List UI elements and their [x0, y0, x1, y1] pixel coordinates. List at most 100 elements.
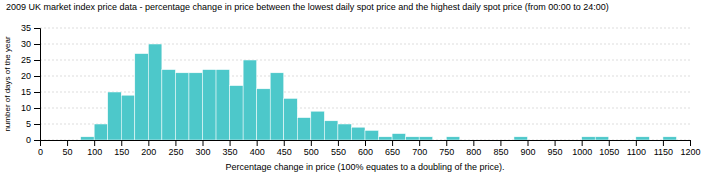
y-tick: 10	[21, 103, 40, 113]
bar	[230, 86, 244, 140]
bar	[676, 140, 690, 141]
bar	[284, 98, 298, 140]
x-tick: 600	[358, 140, 373, 157]
bar	[324, 121, 338, 140]
bar	[121, 95, 135, 140]
y-tick-label: 20	[21, 71, 31, 81]
x-tick-mark	[257, 140, 258, 146]
x-tick: 500	[304, 140, 319, 157]
grid-line	[40, 28, 690, 29]
x-tick-label: 900	[520, 147, 535, 157]
bar	[243, 60, 257, 140]
x-tick: 0	[38, 140, 43, 157]
x-tick-mark	[392, 140, 393, 146]
bar	[528, 140, 542, 141]
grid-line	[40, 44, 690, 45]
x-tick: 900	[520, 140, 535, 157]
x-tick-mark	[555, 140, 556, 146]
y-tick-mark	[34, 124, 40, 125]
x-tick: 50	[63, 140, 73, 157]
bar	[541, 140, 555, 141]
bar	[338, 124, 352, 140]
x-tick-label: 1000	[572, 147, 592, 157]
x-tick-mark	[203, 140, 204, 146]
y-axis-title: number of days of the year	[3, 36, 12, 132]
x-tick-mark	[121, 140, 122, 146]
x-tick-label: 850	[493, 147, 508, 157]
x-tick: 200	[141, 140, 156, 157]
bar	[216, 70, 230, 140]
bar	[514, 137, 528, 140]
y-tick: 15	[21, 87, 40, 97]
bar	[94, 124, 108, 140]
x-tick-mark	[311, 140, 312, 146]
y-tick-mark	[34, 108, 40, 109]
y-tick-label: 25	[21, 55, 31, 65]
x-tick-label: 250	[168, 147, 183, 157]
x-tick-label: 1050	[599, 147, 619, 157]
x-tick-label: 350	[223, 147, 238, 157]
x-tick: 950	[548, 140, 563, 157]
x-tick: 1050	[599, 140, 619, 157]
y-tick-label: 10	[21, 103, 31, 113]
x-tick-label: 1200	[680, 147, 700, 157]
x-tick-label: 950	[548, 147, 563, 157]
x-tick-mark	[582, 140, 583, 146]
x-tick: 1150	[654, 140, 673, 157]
bar	[392, 134, 406, 140]
x-tick-label: 300	[195, 147, 210, 157]
x-tick-mark	[663, 140, 664, 146]
bar	[609, 140, 623, 141]
x-tick-label: 1150	[654, 147, 673, 157]
x-tick-mark	[67, 140, 68, 146]
x-tick-label: 750	[439, 147, 454, 157]
y-axis-line	[34, 29, 41, 141]
x-tick-mark	[94, 140, 95, 146]
x-tick-label: 700	[412, 147, 427, 157]
y-tick-label: 5	[26, 119, 31, 129]
y-tick-mark	[34, 92, 40, 93]
x-tick: 750	[439, 140, 454, 157]
x-tick-label: 500	[304, 147, 319, 157]
x-tick-label: 50	[63, 147, 73, 157]
chart: 0501001502002503003504004505005506006507…	[0, 0, 706, 174]
x-tick-mark	[473, 140, 474, 146]
bar	[460, 140, 474, 141]
x-tick-mark	[690, 140, 691, 146]
bar	[365, 130, 379, 140]
bar	[257, 89, 271, 140]
bar	[473, 140, 487, 141]
y-tick-label: 30	[21, 39, 31, 49]
bar	[148, 44, 162, 140]
y-tick-mark	[34, 44, 40, 45]
x-tick: 250	[168, 140, 183, 157]
bar	[297, 118, 311, 140]
y-tick-mark	[34, 140, 40, 141]
x-tick: 150	[114, 140, 129, 157]
x-tick-label: 150	[114, 147, 129, 157]
bar	[203, 70, 217, 140]
x-tick-label: 100	[87, 147, 102, 157]
bar	[135, 54, 149, 140]
bar	[649, 140, 663, 141]
bar	[568, 140, 582, 141]
x-tick-mark	[419, 140, 420, 146]
y-tick: 5	[26, 119, 40, 129]
x-tick-mark	[636, 140, 637, 146]
bar	[582, 137, 596, 140]
x-tick-label: 550	[331, 147, 346, 157]
y-tick-mark	[34, 28, 40, 29]
grid	[40, 28, 690, 140]
x-tick-mark	[500, 140, 501, 146]
x-tick-label: 200	[141, 147, 156, 157]
bar	[351, 127, 365, 140]
x-tick-label: 0	[38, 147, 43, 157]
x-tick-mark	[365, 140, 366, 146]
y-tick-label: 35	[21, 23, 31, 33]
bar	[311, 111, 325, 140]
x-tick-label: 650	[385, 147, 400, 157]
x-tick: 450	[277, 140, 292, 157]
bar	[446, 137, 460, 140]
x-tick: 700	[412, 140, 427, 157]
x-axis-line	[41, 141, 691, 147]
